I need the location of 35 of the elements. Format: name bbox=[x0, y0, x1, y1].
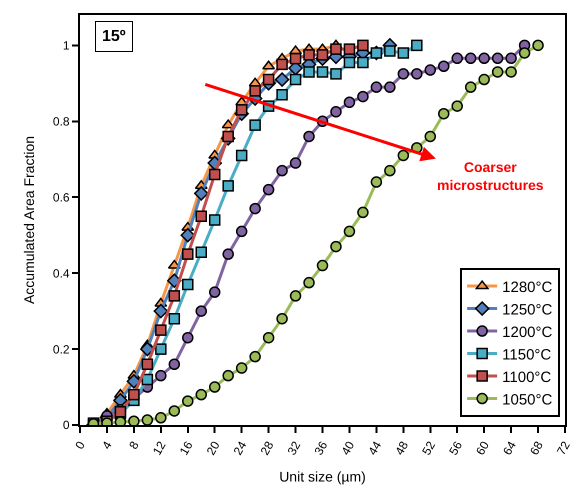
x-tick-label: 16 bbox=[176, 438, 196, 458]
y-axis-title: Accumulated Area Fraction bbox=[21, 136, 38, 304]
x-tick-label: 40 bbox=[338, 438, 358, 458]
x-tick-label: 36 bbox=[311, 438, 330, 458]
y-tick-label: 0.6 bbox=[52, 190, 70, 204]
x-tick-label: 56 bbox=[446, 438, 466, 458]
legend-label: 1280°C bbox=[502, 278, 553, 296]
annotation: 15º bbox=[102, 28, 126, 45]
x-tick-label: 0 bbox=[72, 438, 88, 452]
y-tick-label: 0 bbox=[62, 418, 70, 432]
x-tick-label: 72 bbox=[554, 438, 573, 458]
y-tick-label: 0.8 bbox=[52, 114, 70, 128]
x-tick-label: 48 bbox=[392, 438, 412, 458]
legend-label: 1250°C bbox=[502, 301, 553, 318]
x-tick-label: 24 bbox=[230, 438, 250, 458]
x-tick-label: 4 bbox=[99, 438, 115, 452]
legend-label: 1200°C bbox=[502, 324, 553, 341]
x-tick-label: 32 bbox=[284, 438, 304, 458]
x-tick-label: 64 bbox=[500, 438, 520, 458]
legend-label: 1100°C bbox=[502, 368, 552, 386]
x-tick-label: 44 bbox=[365, 438, 384, 458]
legend-label: 1150°C bbox=[502, 346, 552, 364]
y-tick-label: 0.2 bbox=[52, 342, 70, 356]
legend-label: 1050°C bbox=[502, 391, 553, 408]
x-tick-label: 12 bbox=[150, 438, 169, 458]
x-tick-label: 28 bbox=[258, 438, 277, 458]
x-tick-label: 8 bbox=[126, 438, 142, 452]
annotation: Coarser microstructures bbox=[437, 159, 544, 194]
x-tick-label: 68 bbox=[527, 438, 546, 458]
x-tick-label: 20 bbox=[204, 438, 223, 458]
x-tick-label: 52 bbox=[419, 438, 438, 458]
y-tick-label: 0.4 bbox=[52, 266, 70, 280]
x-tick-label: 60 bbox=[473, 438, 492, 458]
y-tick-label: 1 bbox=[62, 38, 70, 53]
x-axis-title: Unit size (µm) bbox=[279, 468, 366, 484]
